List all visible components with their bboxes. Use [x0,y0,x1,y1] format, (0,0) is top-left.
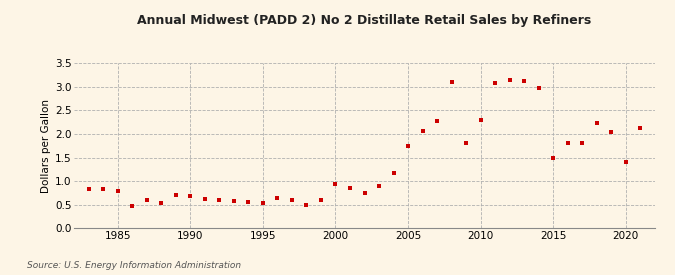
Point [403,144,414,148]
Point [156,201,167,205]
Text: Annual Midwest (PADD 2) No 2 Distillate Retail Sales by Refiners: Annual Midwest (PADD 2) No 2 Distillate … [138,14,591,27]
Point [113,189,124,193]
Point [519,79,530,83]
Point [562,141,573,145]
Point [344,186,355,190]
Point [576,141,587,145]
Point [142,198,153,203]
Point [432,119,443,123]
Point [272,196,283,200]
Point [330,182,341,187]
Point [591,120,602,125]
Point [214,198,225,203]
Point [359,191,370,196]
Y-axis label: Dollars per Gallon: Dollars per Gallon [40,99,51,193]
Text: Source: U.S. Energy Information Administration: Source: U.S. Energy Information Administ… [27,260,241,270]
Point [84,187,95,191]
Point [316,198,327,203]
Point [504,78,515,82]
Point [301,203,312,207]
Point [229,199,240,204]
Point [417,128,428,133]
Point [243,200,254,205]
Point [548,156,559,160]
Point [199,197,210,202]
Point [475,118,486,122]
Point [98,187,109,191]
Point [127,204,138,208]
Point [171,193,182,197]
Point [620,160,631,164]
Point [461,141,472,145]
Point [606,130,617,134]
Point [374,184,385,188]
Point [533,86,544,90]
Point [286,198,297,203]
Point [388,171,399,175]
Point [446,80,457,84]
Point [489,81,500,85]
Point [258,200,269,205]
Point [634,126,645,131]
Point [185,194,196,198]
